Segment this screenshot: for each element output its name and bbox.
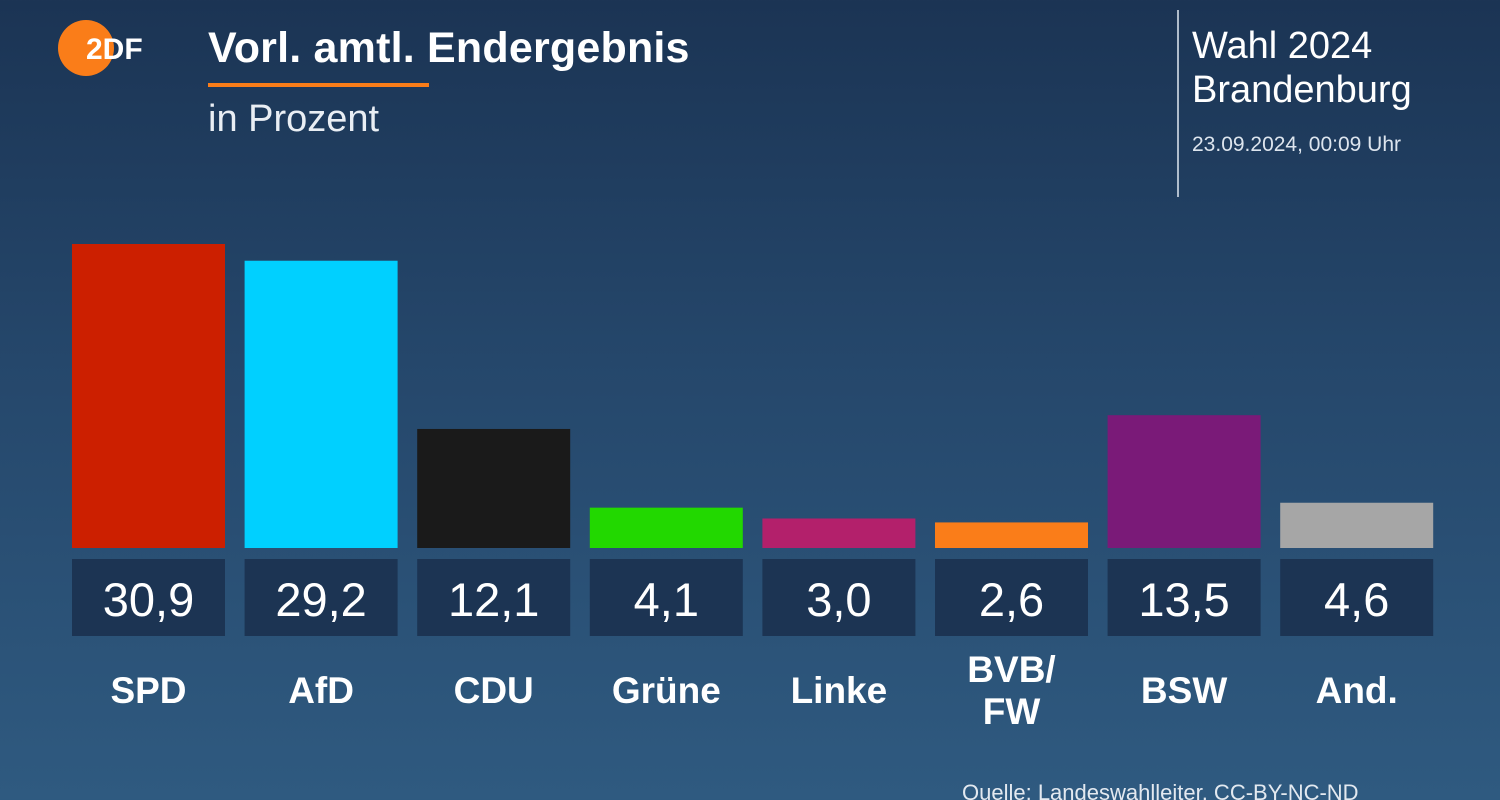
source-credit: Quelle: Landeswahlleiter, CC-BY-NC-ND: [962, 780, 1359, 800]
election-region: Brandenburg: [1192, 69, 1412, 111]
category-label-spd: SPD: [110, 670, 186, 711]
timestamp: 23.09.2024, 00:09 Uhr: [1192, 133, 1401, 156]
value-label-linke: 3,0: [806, 573, 871, 626]
bar-bvb-fw: [935, 522, 1088, 548]
election-year: Wahl 2024: [1192, 25, 1373, 67]
value-box-afd: [244, 559, 398, 636]
category-label-and: And.: [1316, 670, 1398, 711]
bar-linke: [762, 518, 916, 548]
title-underline: [208, 83, 429, 87]
value-box-and: [1280, 559, 1434, 636]
value-label-bvb-fw: 2,6: [979, 573, 1044, 626]
value-box-spd: [72, 559, 225, 636]
value-box-bsw: [1107, 559, 1261, 636]
bar-afd: [244, 260, 398, 548]
bar-spd: [72, 244, 225, 548]
value-label-bsw: 13,5: [1138, 573, 1229, 626]
bar-bsw: [1107, 415, 1261, 548]
zdf-logo: 2DF: [58, 20, 143, 76]
category-label-bsw: BSW: [1141, 670, 1227, 711]
category-label-linke: Linke: [791, 670, 888, 711]
value-label-and: 4,6: [1324, 573, 1389, 626]
category-label-bvb-fw: BVB/FW: [967, 649, 1055, 732]
zdf-logo-text: 2DF: [86, 33, 143, 66]
header-divider: [1177, 10, 1179, 197]
value-label-afd: 29,2: [275, 573, 366, 626]
value-box-linke: [762, 559, 916, 636]
bar-chart: 30,9 SPD 29,2 AfD 12,1 CDU 4,1 Grüne 3,0 Linke 2,6…: [72, 244, 1434, 732]
category-label-afd: AfD: [288, 670, 354, 711]
bar-cdu: [417, 428, 571, 548]
value-box-gr-ne: [589, 559, 743, 636]
value-label-spd: 30,9: [103, 573, 194, 626]
bar-and: [1280, 502, 1434, 548]
election-info: Wahl 2024 Brandenburg: [1192, 24, 1412, 112]
bar-gr-ne: [589, 507, 743, 548]
chart-subtitle: in Prozent: [208, 98, 380, 140]
value-box-bvb-fw: [935, 559, 1088, 636]
chart-title: Vorl. amtl. Endergebnis: [208, 24, 690, 72]
category-label-cdu: CDU: [454, 670, 534, 711]
value-label-cdu: 12,1: [448, 573, 539, 626]
value-label-gr-ne: 4,1: [634, 573, 699, 626]
zdf-logo-circle: [58, 20, 114, 76]
category-label-gr-ne: Grüne: [612, 670, 721, 711]
value-box-cdu: [417, 559, 571, 636]
